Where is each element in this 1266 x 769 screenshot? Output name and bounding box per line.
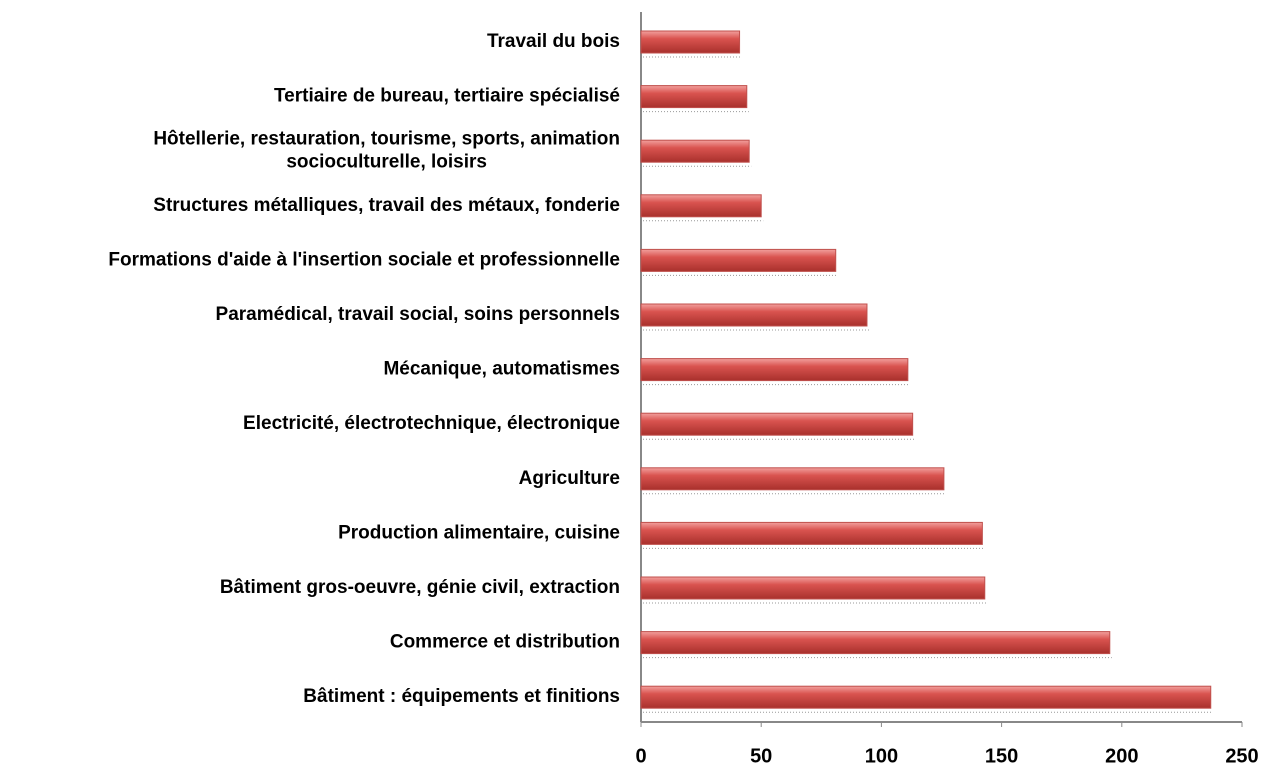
bar (640, 576, 986, 600)
x-tick-label: 150 (985, 745, 1018, 767)
y-tick-label: Production alimentaire, cuisine (338, 522, 620, 543)
y-tick-label: Mécanique, automatismes (383, 359, 620, 380)
x-tick-label: 100 (865, 745, 898, 767)
y-tick-label: Agriculture (519, 468, 620, 489)
bar (640, 303, 868, 327)
bar (640, 467, 945, 491)
bar (640, 685, 1212, 709)
bar (640, 248, 837, 272)
x-tick-label: 200 (1105, 745, 1138, 767)
y-tick-label: Formations d'aide à l'insertion sociale … (108, 249, 620, 270)
y-tick-label: Paramédical, travail social, soins perso… (216, 304, 620, 325)
label-line: Hôtellerie, restauration, tourisme, spor… (153, 129, 620, 150)
y-tick-label: Bâtiment gros-oeuvre, génie civil, extra… (220, 577, 620, 598)
bar (640, 85, 748, 109)
y-tick-label: Electricité, électrotechnique, électroni… (243, 413, 620, 434)
bar (640, 631, 1111, 655)
bar (640, 30, 741, 54)
x-tick-label: 250 (1225, 745, 1258, 767)
x-tick-label: 0 (635, 745, 646, 767)
bar (640, 521, 983, 545)
y-tick-label: Bâtiment : équipements et finitions (303, 686, 620, 707)
y-tick-label: Commerce et distribution (390, 632, 620, 653)
y-tick-label: Tertiaire de bureau, tertiaire spécialis… (274, 86, 620, 107)
label-line: socioculturelle, loisirs (286, 152, 487, 173)
bar (640, 412, 914, 436)
y-tick-label: Hôtellerie, restauration, tourisme, spor… (153, 129, 620, 173)
y-tick-label: Travail du bois (487, 31, 620, 52)
bar (640, 358, 909, 382)
bar (640, 139, 750, 163)
bar (640, 194, 762, 218)
x-tick-label: 50 (750, 745, 772, 767)
y-tick-label: Structures métalliques, travail des méta… (153, 195, 620, 216)
